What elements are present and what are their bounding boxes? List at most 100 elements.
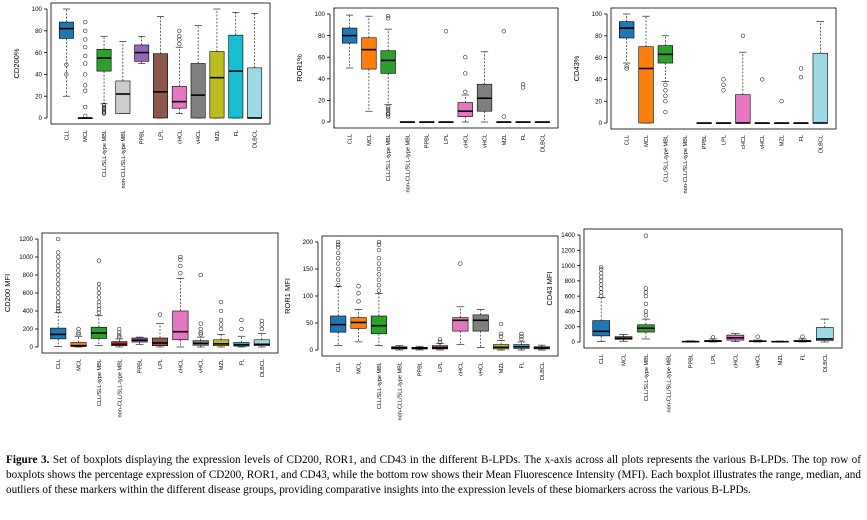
box [438,29,454,123]
outlier-point [443,29,449,34]
x-tick-label: MCL [83,130,89,142]
outlier-point [599,271,604,276]
outlier-point [56,236,61,242]
x-tick-label: CLL [56,359,62,369]
box [476,51,493,123]
plot-frame [50,2,271,125]
outlier-point [755,334,760,339]
outlier-point [599,293,604,299]
x-tick-label: LPL [159,130,165,140]
outlier-point [64,62,69,67]
y-tick-label: 600 [565,293,576,300]
y-tick-label: 800 [565,278,576,285]
y-tick-label: 0 [599,120,603,127]
outlier-point [599,274,604,280]
box [681,340,700,343]
outlier-point [56,277,61,282]
y-tick-label: 150 [303,266,314,273]
box [253,318,270,348]
outlier-point [376,261,382,266]
box-iqr [735,94,751,124]
y-axis-title: CD200 MFI [3,274,12,312]
outlier-point [336,272,341,277]
x-tick-label: MCL [357,362,363,374]
y-tick-label: 0 [310,347,314,354]
plot-frame [321,235,559,357]
box [472,309,489,348]
x-tick-label: DLBCL [253,130,259,148]
box [771,340,789,343]
x-tick-label: FL [519,362,525,369]
outlier-point [218,299,224,305]
x-tick-label: MZL [780,135,786,146]
y-tick-label: 80 [595,33,602,40]
box [153,16,168,119]
box [70,326,87,348]
caption-text: Set of boxplots displaying the expressio… [6,454,861,497]
outlier-point [157,312,163,317]
y-tick-label: 400 [565,309,576,316]
y-tick-label: 1000 [19,254,33,261]
box [391,345,408,351]
x-tick-label: CLL/SLL-type MBL [102,130,108,177]
x-tick-label: MCL [622,354,628,366]
y-tick-label: 0 [39,115,43,122]
x-tick-label: DLBCL [540,134,546,152]
box [457,55,473,123]
outlier-point [800,334,805,339]
outlier-point [356,291,361,296]
box [350,284,367,343]
outlier-point [519,331,524,336]
box [696,122,712,124]
outlier-point [178,257,183,262]
y-axis-title: CD200% [12,48,21,78]
outlier-point [463,71,468,76]
outlier-point [83,61,88,66]
x-tick-label: LPL [722,135,728,145]
x-tick-label: vHCL [760,135,766,149]
box [58,8,74,97]
outlier-point [386,114,391,119]
outlier-point [663,109,668,115]
outlier-point [663,99,668,104]
outlier-point [83,83,88,88]
box-iqr [370,315,387,335]
x-tick-label: LPL [711,354,717,364]
outlier-point [336,239,341,245]
x-tick-label: non-CLL/SLL-type MBL [405,134,411,192]
box-iqr [380,50,396,74]
outlier-point [101,110,107,115]
outlier-point [663,88,668,93]
box [754,77,770,124]
x-tick-label: CLL/SLL-type MBL [97,359,103,406]
y-tick-label: 1200 [561,247,575,254]
box [431,337,449,351]
outlier-point [463,89,468,94]
outlier-point [498,334,504,339]
x-tick-label: PPBL [689,354,695,368]
y-tick-label: 200 [23,326,34,333]
outlier-point [56,306,61,311]
outlier-point [83,19,88,25]
outlier-point [96,286,102,291]
x-tick-label: DLBCL [540,362,546,380]
box [411,345,428,351]
y-tick-label: 200 [565,324,576,331]
plot-frame [333,7,559,129]
box [748,334,767,343]
y-axis-title: ROR1% [295,54,304,82]
outlier-point [96,310,102,315]
x-tick-label: MCL [367,134,373,146]
outlier-point [259,326,264,332]
outlier-point [721,82,726,87]
outlier-point [178,254,183,260]
box [380,14,396,119]
x-tick-label: FL [800,354,806,361]
outlier-point [177,41,182,47]
outlier-point [721,88,726,93]
outlier-point [56,254,61,260]
box [213,299,230,348]
box [90,258,107,346]
box [657,35,674,115]
outlier-point [83,104,88,110]
